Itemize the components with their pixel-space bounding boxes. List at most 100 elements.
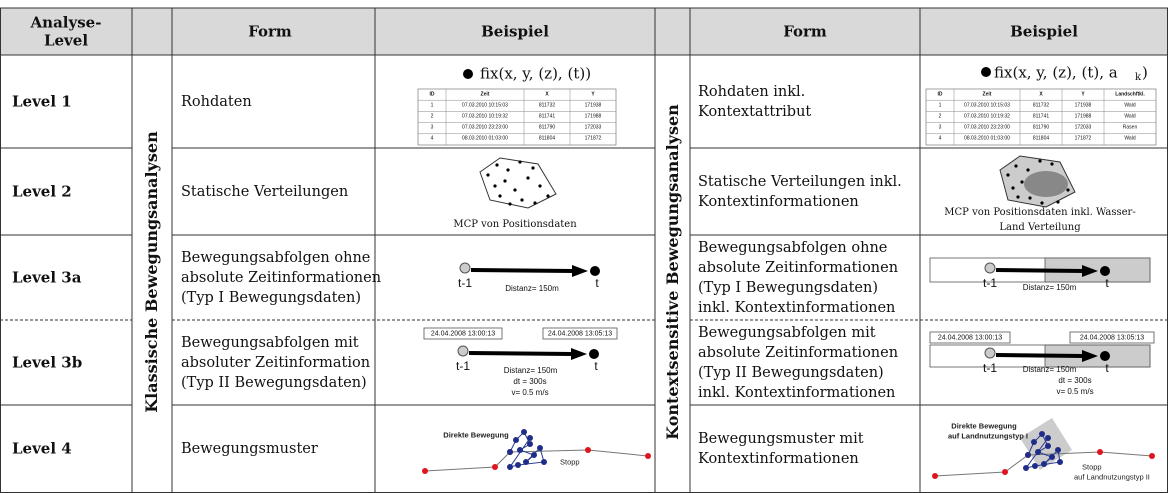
form-text: Bewegungsabfolgen ohne xyxy=(698,239,888,256)
arrow-shaft xyxy=(470,268,575,273)
label: Stopp xyxy=(560,457,580,467)
stop-point xyxy=(1049,454,1055,460)
subscript: k xyxy=(1135,72,1142,83)
table-cell: 811732 xyxy=(1032,102,1050,109)
level-label: Level 2 xyxy=(12,182,72,200)
table-cell: Wald xyxy=(1124,135,1136,142)
header-cell: Form xyxy=(248,22,292,41)
form-text: (Typ I Bewegungsdaten) xyxy=(698,279,878,296)
stop-point xyxy=(1055,447,1061,453)
point xyxy=(486,173,490,177)
stop-point xyxy=(1045,443,1051,449)
track-point xyxy=(645,453,651,459)
table-cell: 171938 xyxy=(1074,102,1092,109)
track-point xyxy=(1002,469,1008,475)
form-text: absoluter Zeitinformation xyxy=(181,354,371,371)
table-cell: 07.03.2010 10:19:32 xyxy=(462,113,508,120)
header-cell: Form xyxy=(783,22,827,41)
caption: Land Verteilung xyxy=(999,222,1081,233)
table-cell: 4 xyxy=(430,135,434,142)
form-text: absolute Zeitinformationen xyxy=(698,344,899,361)
table-cell: ID xyxy=(429,91,435,98)
water-area xyxy=(1024,171,1068,197)
point xyxy=(533,201,537,205)
form-text: Bewegungsabfolgen mit xyxy=(698,324,876,341)
label: v= 0.5 m/s xyxy=(1056,387,1094,396)
form-text: inkl. Kontextinformationen xyxy=(698,299,896,316)
label: Stopp xyxy=(1082,462,1102,472)
end-point xyxy=(589,349,599,359)
arrow-shaft xyxy=(468,351,574,356)
table-cell: X xyxy=(545,91,549,98)
end-point xyxy=(1100,351,1110,361)
arrow-head xyxy=(1082,265,1098,277)
label: dt = 300s xyxy=(1058,376,1092,385)
time-label: 24.04.2008 13:05:13 xyxy=(547,330,613,337)
end-point xyxy=(590,266,600,276)
label: t-1 xyxy=(455,359,471,373)
arrow-head xyxy=(1082,350,1098,362)
label: t xyxy=(1105,361,1109,375)
label: Distanz= 150m xyxy=(1022,283,1077,292)
group-label: Kontextsensitive Bewegungsanalysen xyxy=(663,104,682,440)
form-text: Rohdaten xyxy=(181,93,252,110)
track-point xyxy=(585,447,591,453)
stop-point xyxy=(1041,461,1047,467)
start-point xyxy=(984,347,996,359)
level-label: Level 1 xyxy=(12,92,72,110)
point xyxy=(1066,188,1070,192)
table-cell: 3 xyxy=(938,124,942,131)
stop-point xyxy=(1045,435,1051,441)
stop-point xyxy=(507,449,513,455)
label: Distanz= 150m xyxy=(505,284,559,293)
stop-point xyxy=(1031,439,1037,445)
label: t xyxy=(1105,276,1109,290)
time-box xyxy=(423,327,503,340)
label: Direkte Bewegung xyxy=(443,430,509,440)
stop-point xyxy=(523,459,529,465)
table-cell: 07.03.2010 10:15:03 xyxy=(964,102,1010,109)
stop-point xyxy=(1057,459,1063,465)
formula: fix(x, y, (z), (t)) xyxy=(480,64,592,83)
time-label: 24.04.2008 13:00:13 xyxy=(430,330,496,337)
table-cell: 171988 xyxy=(1074,113,1092,120)
stop-point xyxy=(541,459,547,465)
label: Distanz= 150m xyxy=(503,366,558,375)
point xyxy=(498,194,502,198)
level-label: Level 3a xyxy=(12,268,82,286)
point xyxy=(538,184,542,188)
point xyxy=(1028,196,1032,200)
header-bg xyxy=(0,8,1168,55)
label: Distanz= 150m xyxy=(1022,365,1077,374)
point xyxy=(1016,195,1020,199)
stop-point xyxy=(517,447,523,453)
table-cell: Zeit xyxy=(982,91,992,98)
table-cell: 07.03.2010 10:19:32 xyxy=(964,113,1010,120)
label: t xyxy=(594,359,598,373)
label: auf Landnutzungstyp I xyxy=(948,431,1028,441)
time-label: 24.04.2008 13:00:13 xyxy=(937,334,1003,341)
form-text: (Typ II Bewegungsdaten) xyxy=(698,364,884,381)
table-cell: 2 xyxy=(938,113,942,120)
table-cell: 811732 xyxy=(538,102,556,109)
table-cell: 3 xyxy=(430,124,434,131)
form-text: Bewegungsabfolgen mit xyxy=(181,334,359,351)
point xyxy=(546,194,550,198)
form-text: Kontextattribut xyxy=(698,103,812,120)
table-cell: Y xyxy=(591,91,595,98)
header-cell: Beispiel xyxy=(1010,22,1078,41)
stop-point xyxy=(1039,431,1045,437)
point xyxy=(526,176,530,180)
form-text: Bewegungsmuster xyxy=(181,440,318,457)
track-point xyxy=(422,468,428,474)
point xyxy=(1011,186,1015,190)
start-point xyxy=(459,262,471,274)
stop-point xyxy=(527,441,533,447)
label: t-1 xyxy=(982,276,998,290)
table-cell: Rasen xyxy=(1122,124,1138,131)
table-cell: Landschftkl. xyxy=(1115,91,1145,98)
caption: MCP von Positionsdaten xyxy=(453,219,577,230)
start-point xyxy=(984,262,996,274)
table-cell: 172033 xyxy=(1074,124,1092,131)
time-box xyxy=(1069,331,1155,344)
